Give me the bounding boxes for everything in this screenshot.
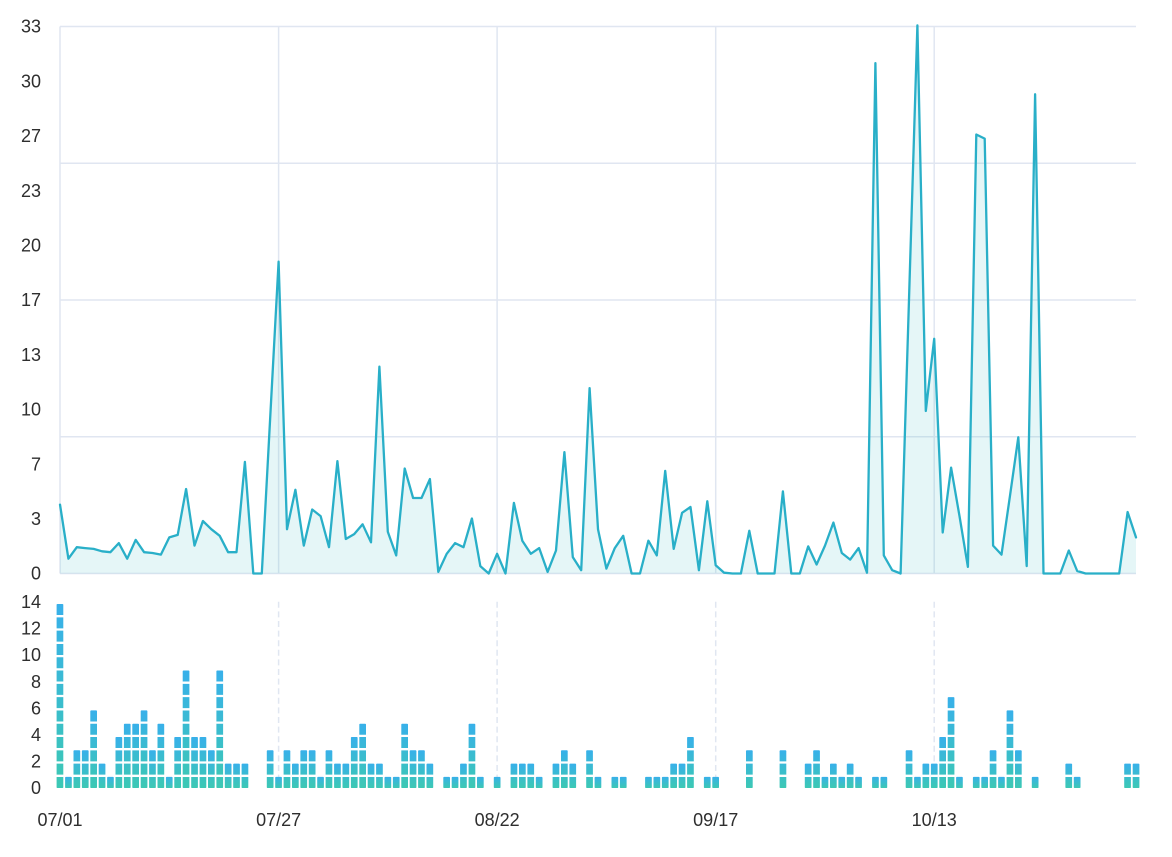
svg-text:33: 33 (21, 17, 41, 37)
svg-text:10: 10 (21, 645, 41, 665)
svg-text:2: 2 (31, 752, 41, 772)
svg-text:13: 13 (21, 345, 41, 365)
svg-text:17: 17 (21, 290, 41, 310)
svg-text:7: 7 (31, 454, 41, 474)
svg-text:14: 14 (21, 592, 41, 612)
svg-text:12: 12 (21, 619, 41, 639)
svg-text:27: 27 (21, 126, 41, 146)
svg-text:20: 20 (21, 236, 41, 256)
svg-text:08/22: 08/22 (475, 810, 520, 830)
svg-text:09/17: 09/17 (693, 810, 738, 830)
svg-text:8: 8 (31, 672, 41, 692)
svg-text:30: 30 (21, 71, 41, 91)
svg-text:0: 0 (31, 778, 41, 798)
svg-text:0: 0 (31, 564, 41, 584)
svg-text:6: 6 (31, 698, 41, 718)
svg-text:10: 10 (21, 400, 41, 420)
svg-text:07/27: 07/27 (256, 810, 301, 830)
svg-text:23: 23 (21, 181, 41, 201)
svg-text:4: 4 (31, 725, 41, 745)
svg-text:07/01: 07/01 (37, 810, 82, 830)
svg-text:3: 3 (31, 509, 41, 529)
svg-text:10/13: 10/13 (912, 810, 957, 830)
